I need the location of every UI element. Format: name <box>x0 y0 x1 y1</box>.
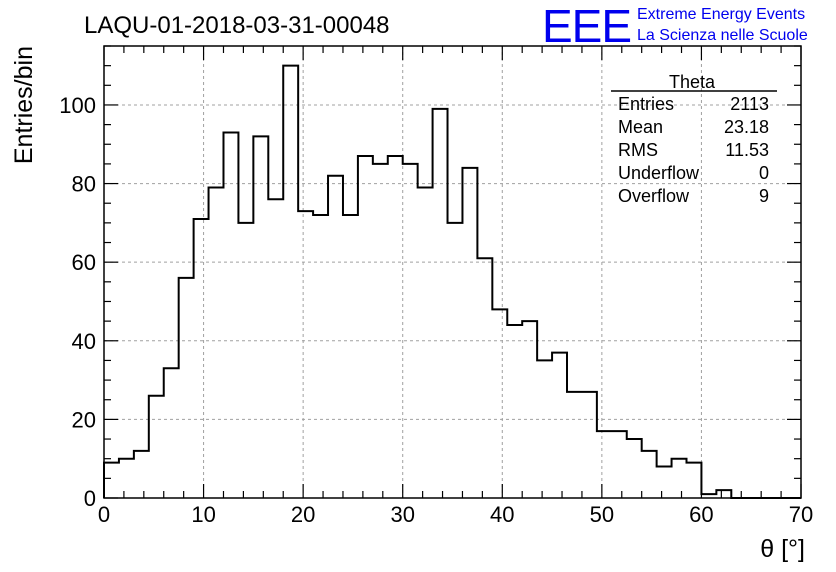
histogram-bin <box>477 258 492 498</box>
x-tick-labels: 0 10 20 30 40 50 60 70 <box>98 502 813 527</box>
histogram-bin <box>552 353 567 498</box>
histogram-bin <box>179 278 194 498</box>
y-tick-label: 40 <box>72 329 96 354</box>
x-tick-label: 10 <box>191 502 215 527</box>
x-tick-label: 40 <box>490 502 514 527</box>
histogram-bin <box>537 360 552 498</box>
stats-label-entries: Entries <box>618 94 674 114</box>
histogram-bin <box>403 164 418 498</box>
histogram-bin <box>328 176 343 498</box>
logo-line-2: La Scienza nelle Scuole <box>637 27 808 44</box>
y-tick-labels: 0 20 40 60 80 100 <box>59 93 96 511</box>
plot-frame <box>103 45 802 499</box>
histogram-bin <box>104 463 119 498</box>
histogram-bin <box>433 109 448 498</box>
histogram-line <box>103 64 801 499</box>
histogram-bin <box>298 211 313 498</box>
stats-box: Theta Entries 2113 Mean 23.18 RMS 11.53 … <box>611 72 777 206</box>
histogram-bin <box>358 156 373 498</box>
stats-title: Theta <box>669 72 716 92</box>
histogram-bin <box>507 325 522 498</box>
stats-value-overflow: 9 <box>759 186 769 206</box>
stats-label-rms: RMS <box>618 140 658 160</box>
histogram-bin <box>492 309 507 498</box>
y-axis-title: Entries/bin <box>10 46 38 164</box>
y-tick-label: 20 <box>72 407 96 432</box>
histogram-bin <box>209 187 224 498</box>
x-tick-label: 60 <box>689 502 713 527</box>
histogram-bin <box>418 187 433 498</box>
histogram-bin <box>253 136 268 498</box>
x-tick-label: 70 <box>789 502 813 527</box>
histogram-bin <box>238 223 253 498</box>
histogram-bin <box>686 463 701 498</box>
logo-line-1: Extreme Energy Events <box>637 6 805 23</box>
histogram-bin <box>627 439 642 498</box>
x-tick-label: 20 <box>291 502 315 527</box>
histogram-bin <box>522 321 537 498</box>
x-tick-label: 30 <box>390 502 414 527</box>
histogram-bin <box>119 459 134 498</box>
stats-label-mean: Mean <box>618 117 663 137</box>
histogram-bin <box>672 459 687 498</box>
stats-value-rms: 11.53 <box>725 140 769 160</box>
histogram-bin <box>283 66 298 498</box>
stats-value-underflow: 0 <box>759 163 769 183</box>
histogram-bin <box>388 156 403 498</box>
stats-value-mean: 23.18 <box>724 117 769 137</box>
histogram-bin <box>567 392 582 498</box>
histogram-bin <box>448 223 463 498</box>
y-tick-label: 60 <box>72 250 96 275</box>
x-axis-title: θ [°] <box>760 535 805 563</box>
histogram-bin <box>597 431 612 498</box>
stats-label-underflow: Underflow <box>618 163 700 183</box>
stats-value-entries: 2113 <box>730 94 769 114</box>
histogram-bin <box>268 199 283 498</box>
histogram-bin <box>582 392 597 498</box>
histogram-bin <box>462 168 477 498</box>
y-tick-label: 80 <box>72 172 96 197</box>
histogram-bin <box>657 467 672 498</box>
eee-logo: EEE <box>542 0 631 52</box>
histogram-bin <box>716 490 731 498</box>
histogram-bin <box>223 132 238 498</box>
histogram-bin <box>313 215 328 498</box>
x-tick-label: 50 <box>590 502 614 527</box>
x-tick-label: 0 <box>98 502 110 527</box>
chart-title: LAQU-01-2018-03-31-00048 <box>84 12 390 39</box>
histogram-bin <box>642 451 657 498</box>
y-tick-label: 0 <box>84 486 96 511</box>
histogram-bin <box>149 396 164 498</box>
grid-lines <box>104 46 801 498</box>
histogram-bin <box>134 451 149 498</box>
histogram-bin <box>343 215 358 498</box>
histogram-bin <box>164 368 179 498</box>
histogram-bin <box>373 164 388 498</box>
histogram-bin <box>612 431 627 498</box>
stats-label-overflow: Overflow <box>618 186 690 206</box>
y-tick-label: 100 <box>59 93 96 118</box>
histogram-bin <box>194 219 209 498</box>
